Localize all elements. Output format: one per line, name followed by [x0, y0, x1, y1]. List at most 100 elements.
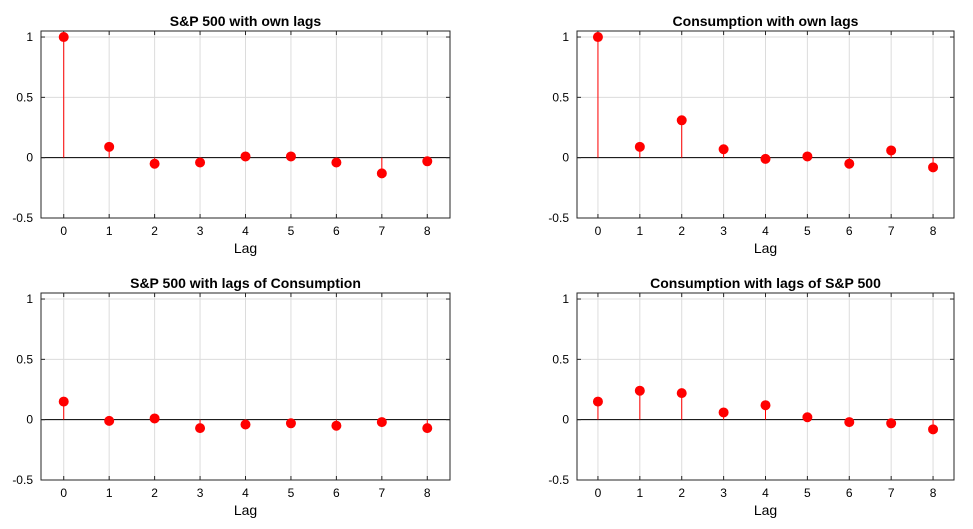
stem-marker	[149, 413, 160, 424]
x-tick-label: 0	[595, 486, 602, 500]
x-tick-label: 4	[242, 224, 249, 238]
x-tick-label: 2	[678, 224, 685, 238]
stem-marker	[240, 419, 251, 430]
subplot-title: Consumption with own lags	[673, 13, 859, 29]
y-tick-label: 1	[562, 292, 569, 306]
stem-marker	[149, 158, 160, 169]
stem-marker	[802, 412, 813, 423]
stem-marker	[886, 145, 897, 156]
stem-marker	[592, 32, 603, 43]
stem-marker	[634, 385, 645, 396]
x-tick-label: 5	[804, 224, 811, 238]
y-tick-label: 1	[26, 292, 33, 306]
y-tick-label: 0.5	[552, 352, 569, 366]
x-tick-label: 1	[636, 224, 643, 238]
stem-marker	[104, 415, 115, 426]
y-tick-label: 1	[562, 30, 569, 44]
stem-marker	[634, 141, 645, 152]
x-tick-label: 6	[846, 224, 853, 238]
x-tick-label: 3	[197, 486, 204, 500]
x-tick-label: 0	[60, 486, 67, 500]
stem-marker	[195, 157, 206, 168]
x-tick-label: 8	[930, 486, 937, 500]
x-tick-label: 6	[333, 224, 340, 238]
stem-marker	[676, 388, 687, 399]
x-tick-label: 1	[106, 224, 113, 238]
stem-marker	[58, 396, 69, 407]
x-tick-label: 8	[424, 224, 431, 238]
stem-marker	[760, 400, 771, 411]
stem-marker	[331, 157, 342, 168]
stem-marker	[928, 162, 939, 173]
y-tick-label: -0.5	[12, 211, 33, 225]
x-tick-label: 5	[288, 224, 295, 238]
stem-marker	[376, 417, 387, 428]
y-tick-label: 0	[26, 413, 33, 427]
subplot-4: 0 1 2 3 4 5 6 7 8 -0.5 0 0.5 1 Consumption with lags …	[548, 275, 955, 518]
x-axis-label: Lag	[754, 240, 777, 256]
x-tick-label: 2	[151, 486, 158, 500]
stem-marker	[844, 158, 855, 169]
stem-marker	[285, 418, 296, 429]
subplot-title: Consumption with lags of S&P 500	[650, 275, 881, 291]
stem-marker	[718, 407, 729, 418]
stem-marker	[331, 420, 342, 431]
y-tick-label: 0	[26, 151, 33, 165]
x-axis-label: Lag	[754, 502, 777, 518]
stem-marker	[760, 153, 771, 164]
stem-marker	[928, 424, 939, 435]
x-tick-label: 1	[106, 486, 113, 500]
y-tick-label: 1	[26, 30, 33, 44]
x-tick-label: 5	[288, 486, 295, 500]
stem-marker	[844, 417, 855, 428]
x-tick-label: 8	[424, 486, 431, 500]
x-axis-label: Lag	[234, 502, 257, 518]
stem-marker	[285, 151, 296, 162]
y-tick-label: 0.5	[16, 352, 33, 366]
x-tick-label: 4	[762, 224, 769, 238]
x-tick-label: 4	[762, 486, 769, 500]
x-tick-label: 2	[678, 486, 685, 500]
x-tick-label: 7	[378, 224, 385, 238]
subplot-title: S&P 500 with lags of Consumption	[130, 275, 361, 291]
y-tick-label: -0.5	[548, 473, 569, 487]
subplot-title: S&P 500 with own lags	[170, 13, 322, 29]
x-tick-label: 0	[60, 224, 67, 238]
stem-marker	[886, 418, 897, 429]
stem-marker	[240, 151, 251, 162]
x-tick-label: 0	[595, 224, 602, 238]
stem-marker	[592, 396, 603, 407]
stem-marker	[195, 423, 206, 434]
x-tick-label: 3	[197, 224, 204, 238]
x-tick-label: 5	[804, 486, 811, 500]
stem-marker	[58, 32, 69, 43]
subplot-1: 0 1 2 3 4 5 6 7 8 -0.5 0 0.5 1 S&P 500 with own lags L…	[12, 13, 451, 256]
subplot-2: 0 1 2 3 4 5 6 7 8 -0.5 0 0.5 1 Consumption with own l…	[548, 13, 955, 256]
y-tick-label: 0.5	[552, 90, 569, 104]
x-tick-label: 6	[333, 486, 340, 500]
stem-marker	[676, 115, 687, 126]
stem-marker	[422, 156, 433, 167]
x-tick-label: 7	[888, 224, 895, 238]
stem-marker	[422, 423, 433, 434]
y-tick-label: 0	[562, 413, 569, 427]
x-tick-label: 2	[151, 224, 158, 238]
x-tick-label: 3	[720, 486, 727, 500]
x-tick-label: 1	[636, 486, 643, 500]
stem-marker	[718, 144, 729, 155]
y-tick-label: 0.5	[16, 90, 33, 104]
x-tick-label: 7	[888, 486, 895, 500]
x-tick-label: 3	[720, 224, 727, 238]
x-tick-label: 7	[378, 486, 385, 500]
y-tick-label: 0	[562, 151, 569, 165]
x-axis-label: Lag	[234, 240, 257, 256]
stem-marker	[376, 168, 387, 179]
x-tick-label: 8	[930, 224, 937, 238]
y-tick-label: -0.5	[12, 473, 33, 487]
x-tick-label: 4	[242, 486, 249, 500]
stem-marker	[802, 151, 813, 162]
x-tick-label: 6	[846, 486, 853, 500]
stem-marker	[104, 141, 115, 152]
y-tick-label: -0.5	[548, 211, 569, 225]
